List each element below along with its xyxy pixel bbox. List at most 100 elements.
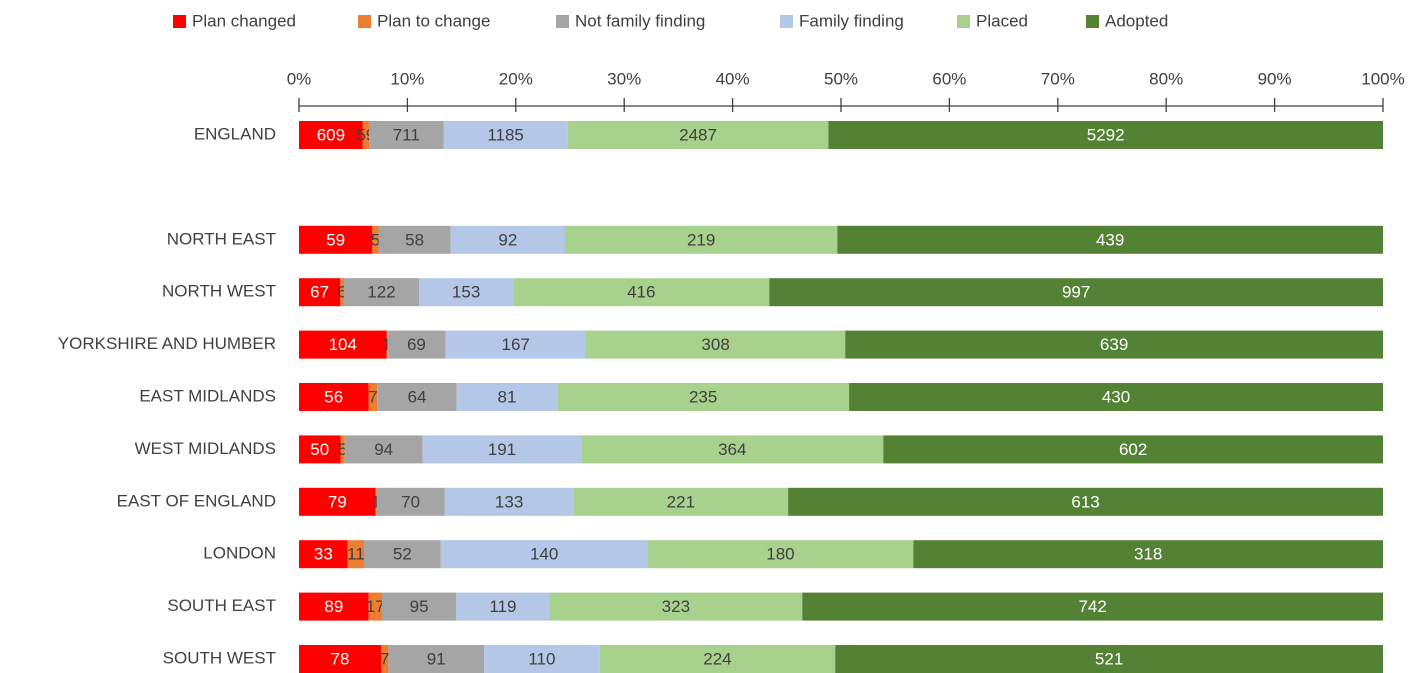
data-label: 95 [410, 597, 429, 616]
data-label: 308 [701, 335, 729, 354]
legend-label: Plan changed [192, 11, 296, 30]
x-tick-label: 10% [390, 69, 424, 88]
bar-segment [299, 540, 348, 569]
data-label: 119 [489, 597, 516, 616]
data-label: 235 [689, 387, 717, 406]
x-tick-label: 100% [1361, 69, 1404, 88]
data-label: 104 [329, 335, 357, 354]
bar-segment [381, 645, 389, 673]
data-label: 67 [310, 283, 329, 302]
data-label: 69 [407, 335, 426, 354]
data-label: 91 [427, 649, 446, 668]
data-label: 613 [1071, 492, 1099, 511]
category-label: EAST OF ENGLAND [117, 491, 276, 510]
bar-segment [368, 592, 382, 621]
legend-swatch [556, 15, 569, 28]
category-label: LONDON [203, 544, 276, 563]
category-label: WEST MIDLANDS [135, 439, 276, 458]
data-label: 58 [405, 230, 424, 249]
data-label: 7 [368, 387, 377, 406]
category-label: NORTH WEST [162, 282, 276, 301]
bar-segment [802, 592, 1383, 621]
bar-segment [378, 225, 451, 254]
bar-segment [913, 540, 1383, 569]
bar-segment [573, 487, 789, 516]
data-label: 56 [324, 387, 343, 406]
data-label: 609 [317, 125, 345, 144]
data-label: 59 [326, 230, 345, 249]
data-label: 180 [766, 545, 794, 564]
data-label: 94 [374, 440, 393, 459]
data-label: 140 [530, 545, 558, 564]
bar-segment [883, 435, 1383, 464]
data-label: 110 [528, 649, 555, 668]
category-label: EAST MIDLANDS [139, 386, 276, 405]
bar-segment [362, 121, 370, 149]
bar-segment [484, 645, 600, 673]
data-label: 639 [1100, 335, 1128, 354]
x-tick-label: 20% [499, 69, 533, 88]
data-label: 5 [371, 230, 380, 249]
bar-segment [363, 540, 441, 569]
data-label: 323 [662, 597, 690, 616]
bar-segment [599, 645, 836, 673]
data-label: 89 [324, 597, 343, 616]
bar-segment [828, 121, 1383, 149]
bar-segment [299, 435, 341, 464]
data-label: 122 [367, 283, 395, 302]
bar-segment [456, 383, 558, 411]
data-label: 5 [338, 440, 347, 459]
bar-segment [299, 330, 387, 359]
x-tick-label: 0% [287, 69, 312, 88]
data-label: 50 [310, 440, 329, 459]
bar-segment [299, 225, 373, 254]
data-label: 364 [718, 440, 746, 459]
x-tick-label: 70% [1041, 69, 1075, 88]
bar-segment [567, 121, 829, 149]
bar-segment [372, 225, 379, 254]
x-tick-label: 60% [932, 69, 966, 88]
bar-segment [445, 330, 586, 359]
data-label: 33 [314, 545, 333, 564]
bar-segment [368, 383, 378, 411]
bar-segment [388, 645, 485, 673]
bar-segment [299, 592, 369, 621]
bar-segment [376, 487, 445, 516]
data-label: 79 [328, 492, 347, 511]
bar-segment [340, 435, 345, 464]
data-label: 92 [498, 230, 517, 249]
bar-segment [369, 121, 444, 149]
legend-label: Not family finding [575, 11, 705, 30]
data-label: 711 [393, 125, 420, 144]
bar-segment [422, 435, 582, 464]
data-label: 52 [393, 545, 412, 564]
data-label: 224 [703, 649, 731, 668]
bar-segment [344, 435, 423, 464]
data-label: 742 [1078, 597, 1106, 616]
legend-label: Placed [976, 11, 1028, 30]
bar-segment [419, 278, 514, 307]
x-tick-label: 30% [607, 69, 641, 88]
legend-swatch [173, 15, 186, 28]
bar-segment [299, 645, 382, 673]
data-label: 439 [1096, 230, 1124, 249]
data-label: 7 [380, 649, 389, 668]
bar-segment [849, 383, 1383, 411]
bar-segment [769, 278, 1383, 307]
bar-segment [549, 592, 803, 621]
data-label: 430 [1102, 387, 1130, 406]
data-label: 64 [408, 387, 427, 406]
data-label: 167 [502, 335, 530, 354]
legend-label: Family finding [799, 11, 904, 30]
x-tick-label: 50% [824, 69, 858, 88]
data-label: 219 [687, 230, 715, 249]
bar-segment [444, 487, 574, 516]
category-label: SOUTH WEST [163, 648, 276, 667]
data-label: 133 [495, 492, 523, 511]
bar-segment [299, 121, 363, 149]
data-label: 1 [382, 335, 391, 354]
bar-segment [440, 540, 648, 569]
bar-segment [377, 383, 457, 411]
data-label: 5292 [1087, 125, 1125, 144]
data-label: 2487 [679, 125, 717, 144]
